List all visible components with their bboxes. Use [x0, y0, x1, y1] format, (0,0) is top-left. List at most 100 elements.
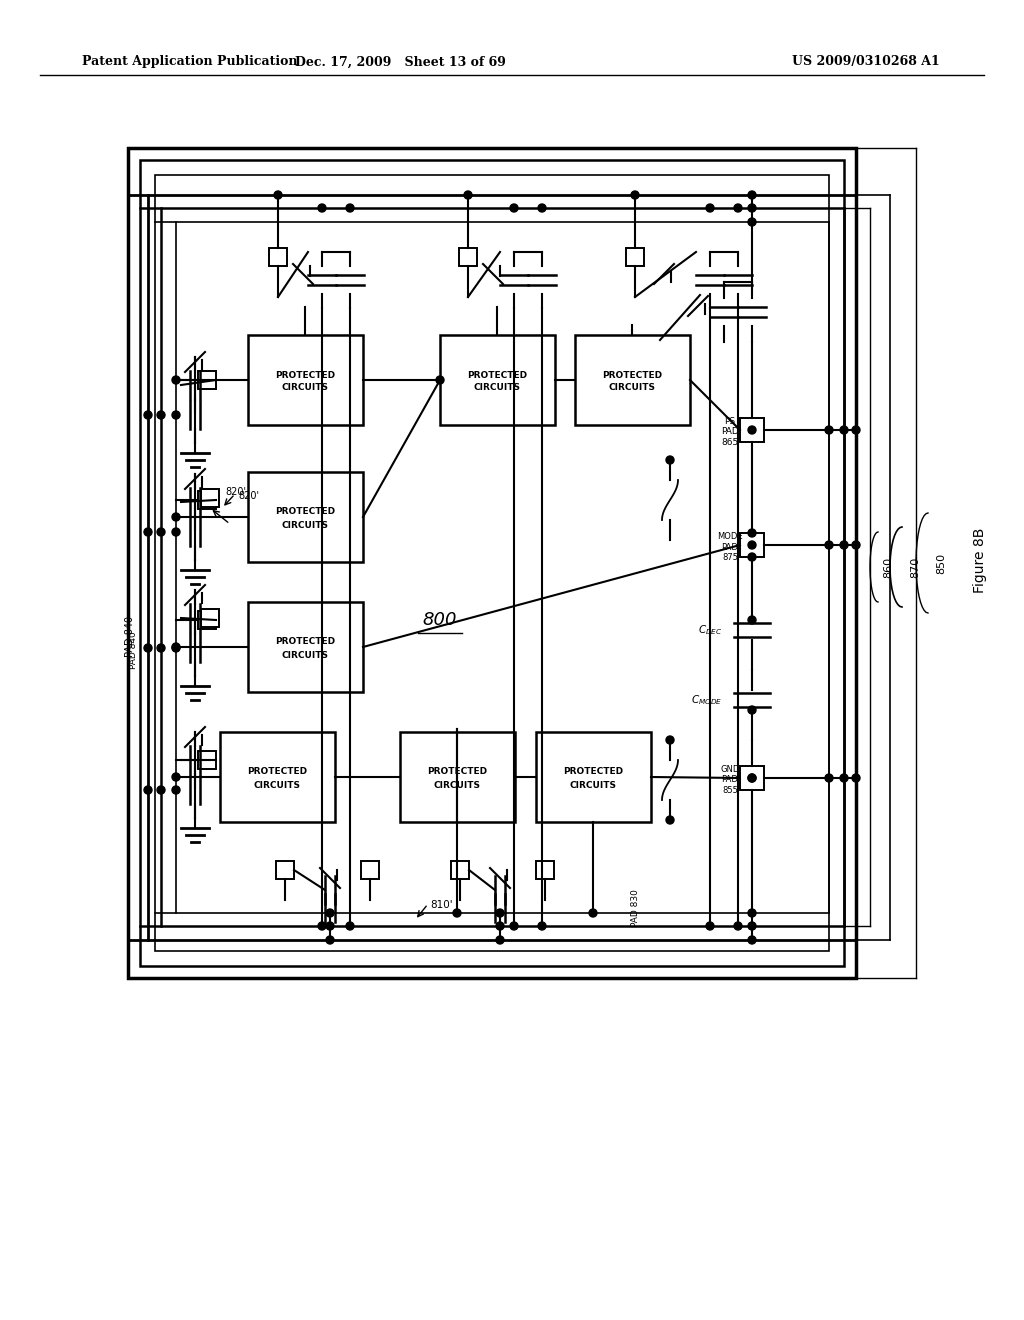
Text: 800: 800 [423, 611, 458, 630]
Bar [451, 861, 469, 879]
Text: PROTECTED: PROTECTED [274, 507, 335, 516]
Text: CIRCUITS: CIRCUITS [473, 384, 520, 392]
Text: 820': 820' [225, 487, 246, 498]
Circle shape [326, 936, 334, 944]
Bar [248, 473, 362, 562]
Circle shape [510, 921, 518, 931]
Circle shape [172, 643, 180, 651]
Circle shape [157, 411, 165, 418]
Circle shape [172, 376, 180, 384]
Bar [198, 371, 216, 389]
Bar [459, 248, 477, 267]
Circle shape [825, 426, 833, 434]
Text: PS
PAD
865: PS PAD 865 [721, 417, 739, 447]
Circle shape [172, 774, 180, 781]
Circle shape [748, 218, 756, 226]
Circle shape [748, 774, 756, 781]
Text: PROTECTED: PROTECTED [274, 371, 335, 380]
Text: PAD 830: PAD 830 [632, 890, 640, 927]
Text: PROTECTED: PROTECTED [467, 371, 527, 380]
Circle shape [748, 205, 756, 213]
Bar [248, 602, 362, 692]
Bar [400, 733, 515, 822]
Circle shape [538, 921, 546, 931]
Text: CIRCUITS: CIRCUITS [282, 384, 329, 392]
Circle shape [840, 426, 848, 434]
Text: CIRCUITS: CIRCUITS [282, 651, 329, 660]
Text: PROTECTED: PROTECTED [563, 767, 623, 776]
Text: $C_{MODE}$: $C_{MODE}$ [690, 693, 722, 708]
Circle shape [144, 785, 152, 795]
Circle shape [748, 426, 756, 434]
Text: $C_{DEC}$: $C_{DEC}$ [697, 623, 722, 636]
Circle shape [172, 644, 180, 652]
Circle shape [274, 191, 282, 199]
Bar [276, 861, 294, 879]
Circle shape [346, 205, 354, 213]
Text: GND
PAD
855: GND PAD 855 [720, 766, 739, 795]
Bar [536, 733, 651, 822]
Circle shape [748, 936, 756, 944]
Circle shape [706, 921, 714, 931]
Text: 860: 860 [883, 557, 893, 578]
Text: CIRCUITS: CIRCUITS [254, 780, 300, 789]
Bar [155, 176, 829, 950]
Text: Figure 8B: Figure 8B [973, 527, 987, 593]
Circle shape [144, 528, 152, 536]
Circle shape [748, 921, 756, 931]
Text: CIRCUITS: CIRCUITS [282, 520, 329, 529]
Circle shape [510, 205, 518, 213]
Text: Dec. 17, 2009   Sheet 13 of 69: Dec. 17, 2009 Sheet 13 of 69 [295, 55, 506, 69]
Text: PROTECTED: PROTECTED [274, 638, 335, 647]
Bar [198, 751, 216, 770]
Bar [140, 160, 844, 966]
Circle shape [157, 644, 165, 652]
Circle shape [496, 909, 504, 917]
Text: 810': 810' [430, 900, 453, 909]
Text: PROTECTED: PROTECTED [602, 371, 663, 380]
Circle shape [172, 785, 180, 795]
Circle shape [172, 528, 180, 536]
Circle shape [852, 426, 860, 434]
Bar [198, 611, 216, 630]
Circle shape [157, 785, 165, 795]
Text: US 2009/0310268 A1: US 2009/0310268 A1 [793, 55, 940, 69]
Circle shape [852, 774, 860, 781]
Bar [201, 609, 219, 627]
Circle shape [666, 455, 674, 465]
Circle shape [144, 644, 152, 652]
Bar [740, 418, 764, 442]
Bar [536, 861, 554, 879]
Circle shape [326, 909, 334, 917]
Bar [740, 533, 764, 557]
Text: PAD 840: PAD 840 [125, 615, 135, 656]
Circle shape [436, 376, 444, 384]
Circle shape [748, 616, 756, 624]
Text: CIRCUITS: CIRCUITS [433, 780, 480, 789]
Circle shape [318, 205, 326, 213]
Circle shape [734, 921, 742, 931]
Bar [440, 335, 555, 425]
Circle shape [464, 191, 472, 199]
Circle shape [748, 541, 756, 549]
Text: CIRCUITS: CIRCUITS [569, 780, 616, 789]
Circle shape [172, 411, 180, 418]
Circle shape [326, 921, 334, 931]
Circle shape [144, 411, 152, 418]
Text: MODE
PAD
875: MODE PAD 875 [717, 532, 742, 562]
Bar [248, 335, 362, 425]
Circle shape [346, 921, 354, 931]
Bar [575, 335, 690, 425]
Circle shape [318, 921, 326, 931]
Text: 820': 820' [238, 491, 259, 502]
Circle shape [666, 816, 674, 824]
Circle shape [666, 737, 674, 744]
Circle shape [496, 936, 504, 944]
Text: PROTECTED: PROTECTED [427, 767, 487, 776]
Text: PAD 840: PAD 840 [128, 631, 137, 669]
Circle shape [496, 921, 504, 931]
Circle shape [453, 909, 461, 917]
Bar [201, 488, 219, 507]
Circle shape [825, 541, 833, 549]
Bar [198, 491, 216, 510]
